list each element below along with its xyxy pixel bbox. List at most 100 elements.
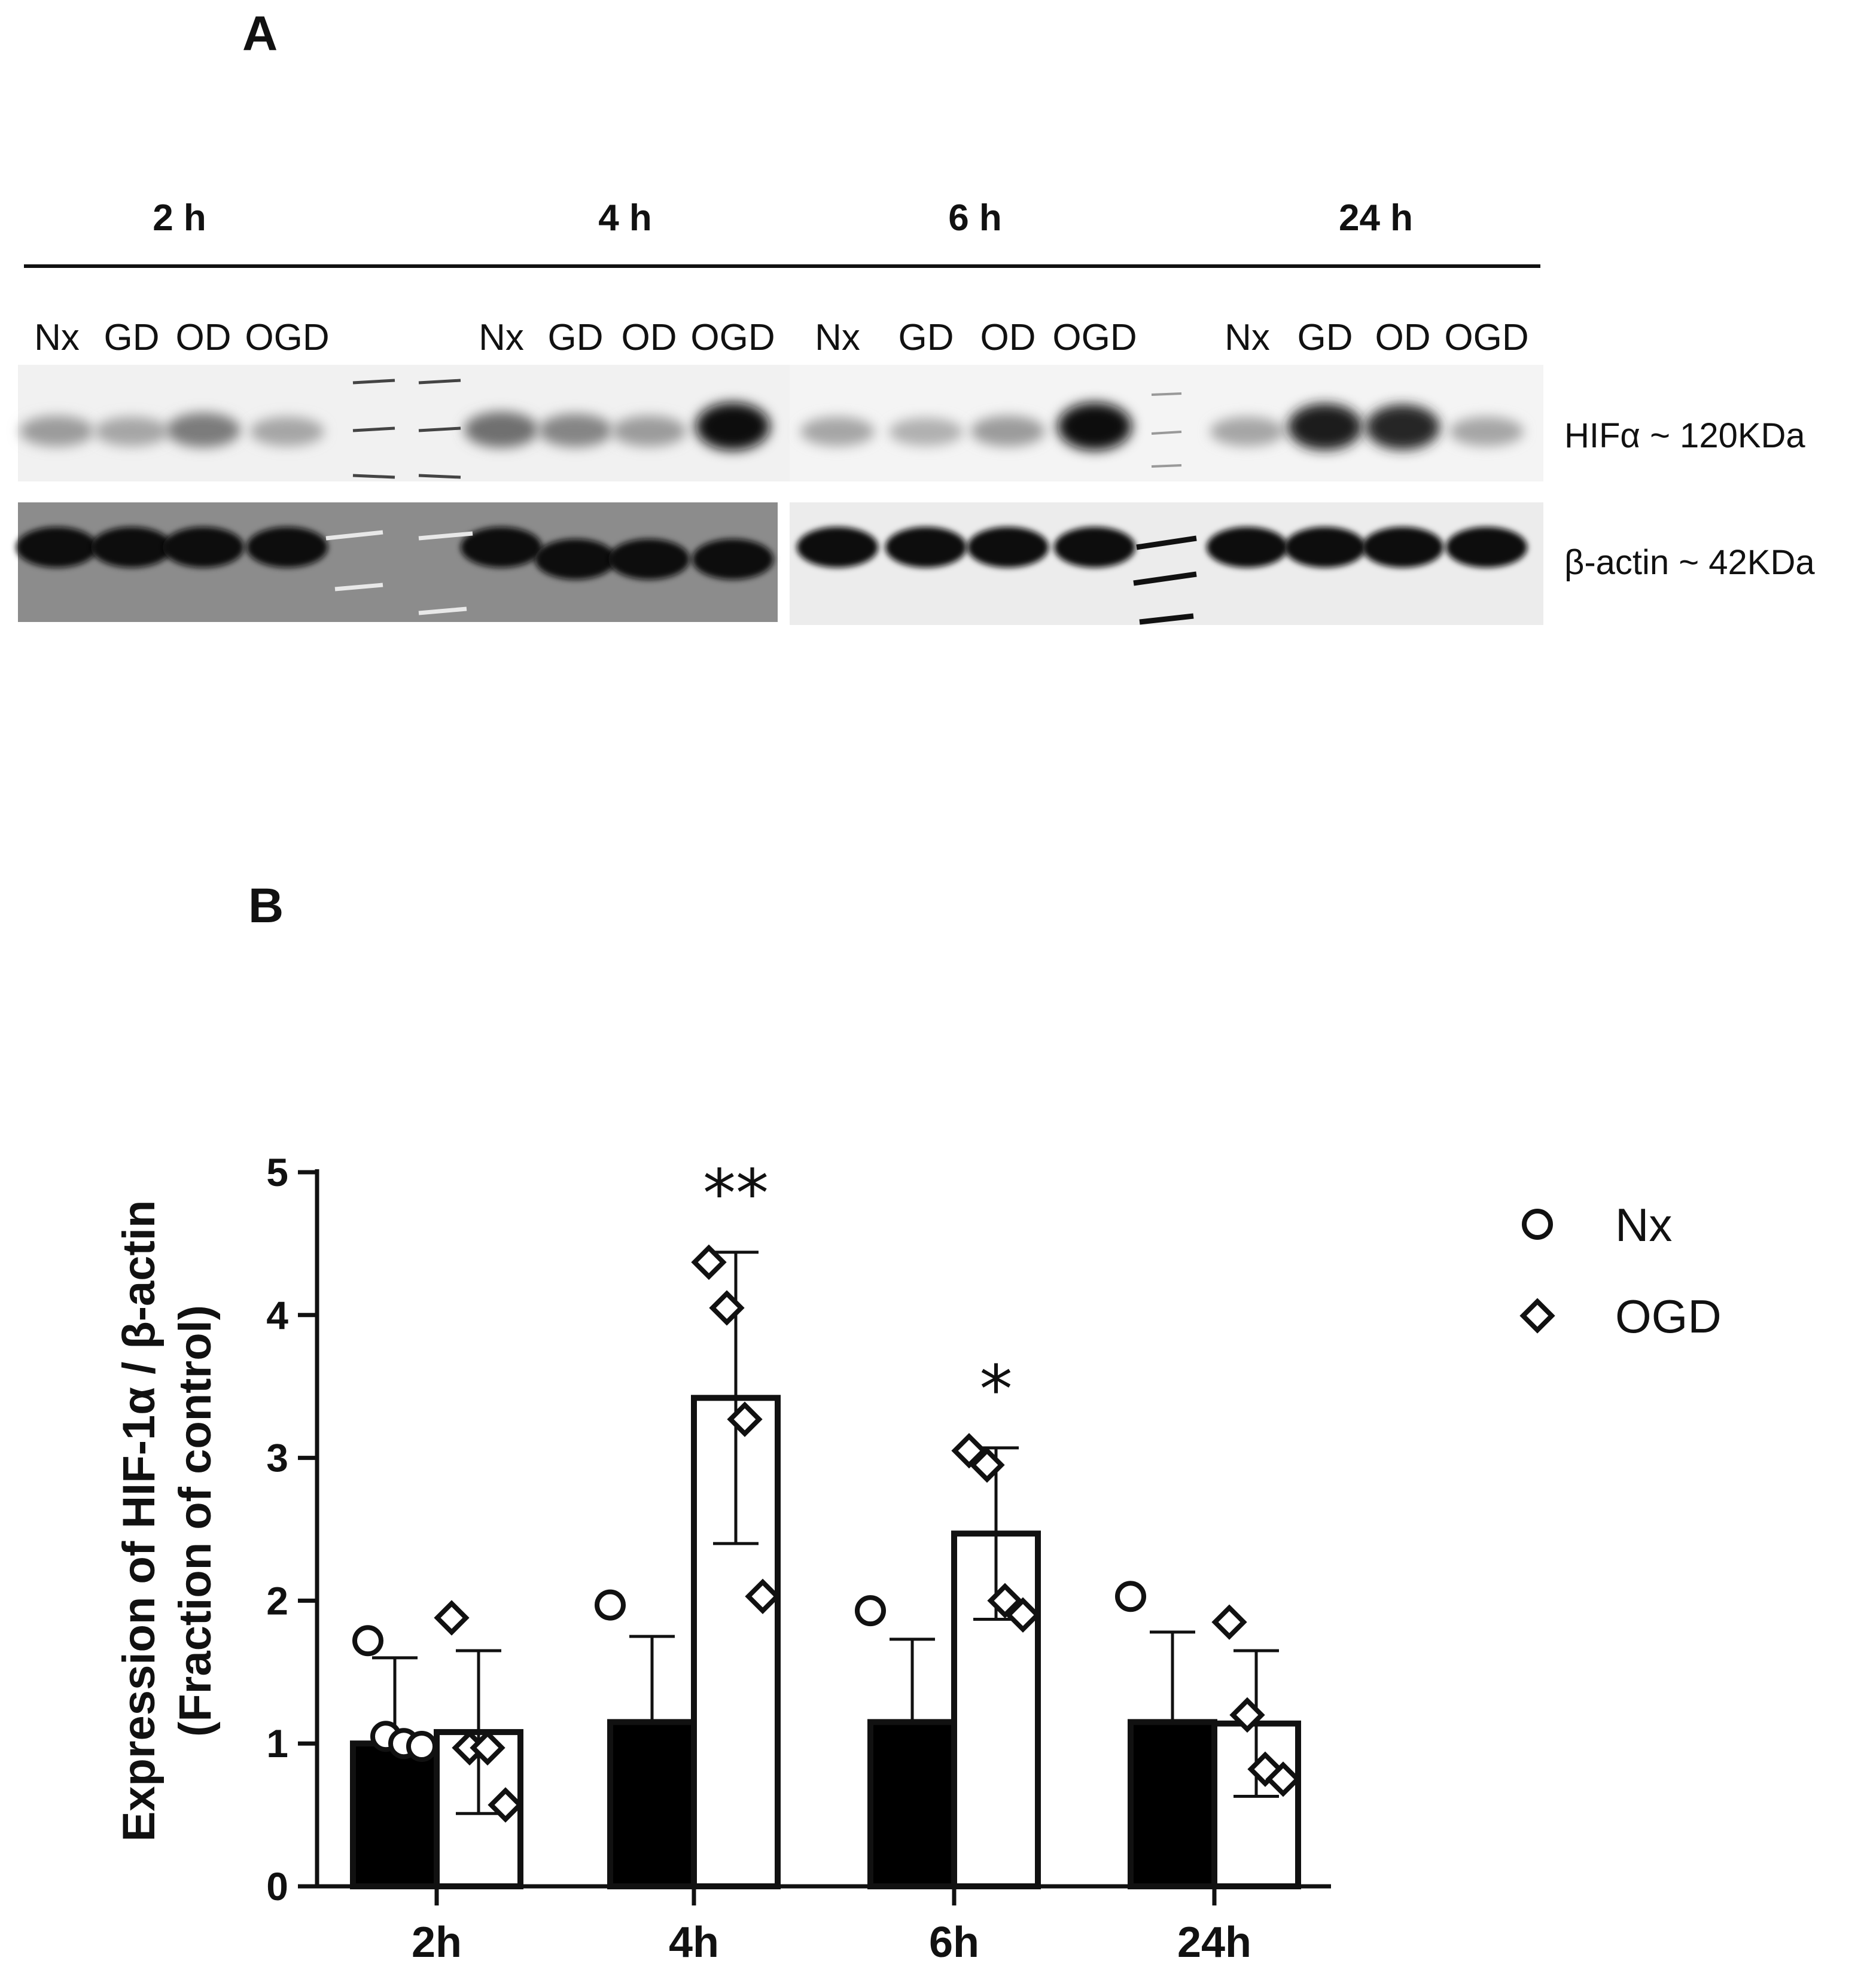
data-point-ogd <box>709 1290 745 1326</box>
actin-band <box>91 527 172 568</box>
western-blot-figure: 2 h 4 h 6 h 24 h Nx GD OD OGD Nx GD OD OGD Nx GD OD OG… <box>16 197 1815 625</box>
hif-band <box>464 411 538 448</box>
actin-band <box>608 539 690 580</box>
bar-nx-6h <box>867 1719 957 1889</box>
significance-marker: * <box>980 1351 1013 1428</box>
data-point-ogd <box>691 1244 727 1280</box>
actin-band <box>797 527 878 568</box>
data-point-ogd <box>1247 1751 1283 1787</box>
hif-band <box>95 416 169 447</box>
data-point-ogd <box>452 1730 488 1766</box>
ladder-lanes-2h-actin <box>325 530 473 615</box>
hif-band <box>20 416 94 447</box>
hif-band <box>250 416 324 447</box>
actin-band <box>1054 527 1135 568</box>
x-tick-label: 2h <box>412 1919 462 1966</box>
actin-band-label: β-actin ~ 42KDa <box>1564 543 1815 582</box>
actin-band <box>1362 527 1443 568</box>
actin-band <box>163 527 244 568</box>
data-point-ogd <box>470 1730 505 1766</box>
y-tick-label: 1 <box>266 1721 288 1766</box>
data-point-nx <box>352 1625 383 1657</box>
hif-band <box>971 416 1045 447</box>
lane-label: OGD <box>1052 317 1137 358</box>
lane-label: OD <box>622 317 677 358</box>
time-label-2: 6 h <box>948 197 1002 239</box>
bar-ogd-2h <box>434 1729 523 1889</box>
hif-band <box>538 413 613 447</box>
lane-label: GD <box>548 317 604 358</box>
data-point-ogd <box>488 1787 523 1823</box>
data-point-nx <box>388 1728 419 1760</box>
y-tick-label: 3 <box>266 1436 288 1480</box>
bar-ogd-6h <box>951 1530 1041 1890</box>
y-tick-label: 5 <box>266 1150 288 1194</box>
hif-band <box>1210 416 1284 447</box>
lane-label: OD <box>1375 317 1431 358</box>
bar-nx-24h <box>1128 1719 1217 1889</box>
time-label-3: 24 h <box>1339 197 1413 239</box>
actin-band <box>967 527 1049 568</box>
lane-label: GD <box>899 317 954 358</box>
actin-band <box>1207 527 1288 568</box>
ladder-lane-6h <box>1151 392 1182 468</box>
legend-label: Nx <box>1615 1199 1672 1251</box>
hif-band <box>1288 403 1362 450</box>
lane-label: OGD <box>1444 317 1528 358</box>
lane-label: OD <box>980 317 1036 358</box>
data-point-ogd <box>987 1583 1023 1619</box>
hif-band <box>1058 403 1132 450</box>
y-tick-label: 4 <box>266 1293 288 1337</box>
lane-label: OD <box>176 317 232 358</box>
hif-band <box>612 416 686 447</box>
data-point-nx <box>855 1595 886 1627</box>
data-point-ogd <box>1211 1604 1247 1640</box>
legend-marker-ogd <box>1519 1298 1555 1334</box>
data-point-ogd <box>434 1600 470 1636</box>
legend-label: OGD <box>1615 1290 1722 1343</box>
y-tick-label: 2 <box>266 1578 288 1623</box>
data-point-nx <box>370 1721 401 1752</box>
actin-band <box>885 527 967 568</box>
ladder-lane-6h-actin <box>1133 535 1197 625</box>
x-tick-label: 4h <box>669 1919 719 1966</box>
data-point-ogd <box>1005 1597 1041 1633</box>
significance-marker: ** <box>703 1155 769 1232</box>
panel-b-label: B <box>248 879 284 933</box>
data-point-ogd <box>727 1401 763 1437</box>
y-axis-label-line1: Expression of HIF-1α / β-actin <box>114 1200 165 1842</box>
data-point-nx <box>406 1730 437 1762</box>
x-tick-label: 6h <box>929 1919 979 1966</box>
actin-band <box>16 527 98 568</box>
actin-band <box>246 527 328 568</box>
hif-band <box>1449 416 1524 447</box>
bar-ogd-24h <box>1211 1720 1301 1890</box>
lane-label: OGD <box>690 317 775 358</box>
data-point-nx <box>1115 1581 1146 1612</box>
data-point-ogd <box>1229 1697 1265 1733</box>
lane-label: Nx <box>479 317 524 358</box>
actin-band <box>535 539 616 580</box>
data-point-nx <box>595 1589 626 1621</box>
data-point-ogd <box>1265 1761 1301 1797</box>
lane-label: Nx <box>815 317 860 358</box>
x-tick-label: 24h <box>1177 1919 1251 1966</box>
lane-label: GD <box>1298 317 1353 358</box>
ladder-lanes-2h <box>352 379 461 479</box>
lane-label: Nx <box>1225 317 1270 358</box>
panel-a-label: A <box>242 7 278 61</box>
lane-label: OGD <box>245 317 329 358</box>
legend-marker-nx <box>1522 1209 1553 1240</box>
hif-band <box>1366 404 1440 450</box>
hif-band <box>800 416 875 447</box>
bar-nx-4h <box>607 1719 697 1889</box>
y-tick-label: 0 <box>266 1864 288 1908</box>
bar-nx-2h <box>350 1740 440 1889</box>
y-axis-label-line2: (Fraction of control) <box>170 1305 221 1737</box>
actin-band <box>461 527 542 568</box>
hif-band-label: HIFα ~ 120KDa <box>1564 416 1805 455</box>
actin-band <box>1284 527 1366 568</box>
hif-band <box>696 403 770 450</box>
actin-band <box>692 539 773 580</box>
actin-band <box>1446 527 1527 568</box>
